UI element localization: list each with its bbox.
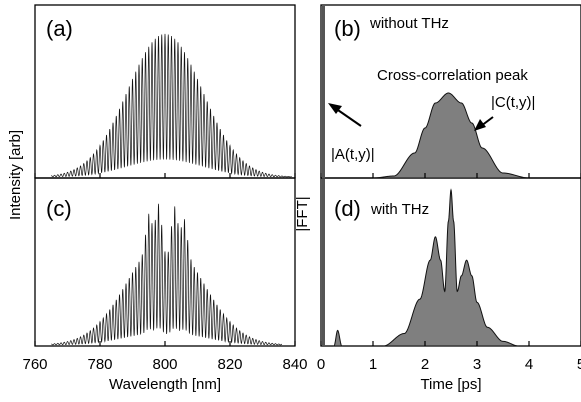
small-peak-area	[332, 329, 344, 347]
panel-a-plot	[51, 33, 292, 178]
x-tick-label: 820	[217, 356, 242, 373]
x-tick-label: 800	[152, 356, 177, 373]
axis-ticks: 760 780 800 820 840 0 1 2 3 4 5	[22, 173, 581, 373]
left-y-axis-title: Intensity [arb]	[7, 130, 24, 220]
arrow-to-c-curve	[474, 116, 494, 131]
panel-d-label: (d)	[334, 196, 361, 221]
arrow-to-a-curve	[328, 103, 362, 127]
right-x-axis-title: Time [ps]	[420, 376, 481, 393]
panel-c-plot	[51, 203, 283, 346]
right-y-axis-title: |FFT|	[294, 196, 311, 231]
interferogram-trace	[51, 33, 292, 178]
x-tick-label: 760	[22, 356, 47, 373]
a-ty-spike	[322, 179, 325, 346]
panel-b-caption: without THz	[369, 15, 449, 32]
x-tick-label: 2	[421, 356, 429, 373]
interferogram-trace	[51, 203, 283, 346]
panel-a-label: (a)	[46, 16, 73, 41]
cross-correlation-peak-label: Cross-correlation peak	[377, 67, 528, 84]
panel-b-plot	[322, 6, 529, 179]
x-tick-label: 780	[87, 356, 112, 373]
c-ty-area	[373, 92, 529, 179]
x-tick-label: 1	[369, 356, 377, 373]
panel-d-plot	[322, 179, 519, 347]
panel-d-caption: with THz	[370, 201, 429, 218]
panel-c-label: (c)	[46, 196, 72, 221]
c-ty-label: |C(t,y)|	[491, 94, 535, 111]
x-tick-label: 4	[525, 356, 533, 373]
panel-a-frame	[34, 4, 296, 179]
c-ty-area	[383, 188, 519, 347]
left-x-axis-title: Wavelength [nm]	[109, 376, 221, 393]
x-tick-label: 5	[577, 356, 581, 373]
x-tick-label: 840	[282, 356, 307, 373]
x-tick-label: 0	[317, 356, 325, 373]
a-ty-label: |A(t,y)|	[331, 146, 375, 163]
x-tick-label: 3	[473, 356, 481, 373]
a-ty-spike	[322, 6, 325, 178]
panel-b-label: (b)	[334, 16, 361, 41]
